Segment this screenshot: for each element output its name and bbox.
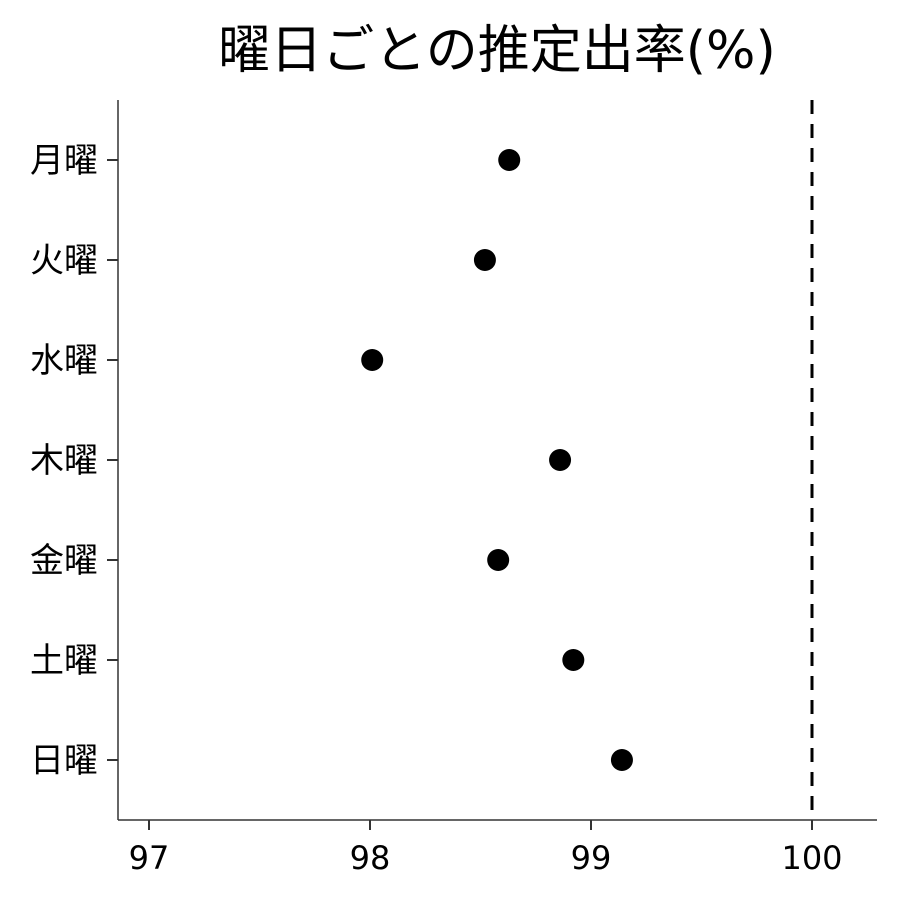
data-point	[610, 749, 633, 771]
y-tick-label: 金曜	[30, 541, 98, 581]
data-point	[473, 249, 496, 271]
x-tick-label: 98	[350, 839, 391, 877]
y-tick-label: 火曜	[30, 241, 98, 281]
x-tick-label: 99	[571, 839, 612, 877]
y-tick-label: 土曜	[30, 641, 98, 681]
data-point	[361, 349, 384, 371]
chart-title: 曜日ごとの推定出率(%)	[218, 21, 776, 81]
y-tick-label: 木曜	[30, 441, 98, 481]
data-point	[498, 149, 521, 171]
y-tick-label: 水曜	[30, 341, 98, 381]
data-point	[562, 649, 585, 671]
x-tick-label: 100	[781, 839, 842, 877]
y-tick-label: 月曜	[30, 141, 98, 181]
x-tick-label: 97	[129, 839, 170, 877]
data-point	[487, 549, 510, 571]
data-point	[549, 449, 572, 471]
y-tick-label: 日曜	[30, 741, 98, 781]
